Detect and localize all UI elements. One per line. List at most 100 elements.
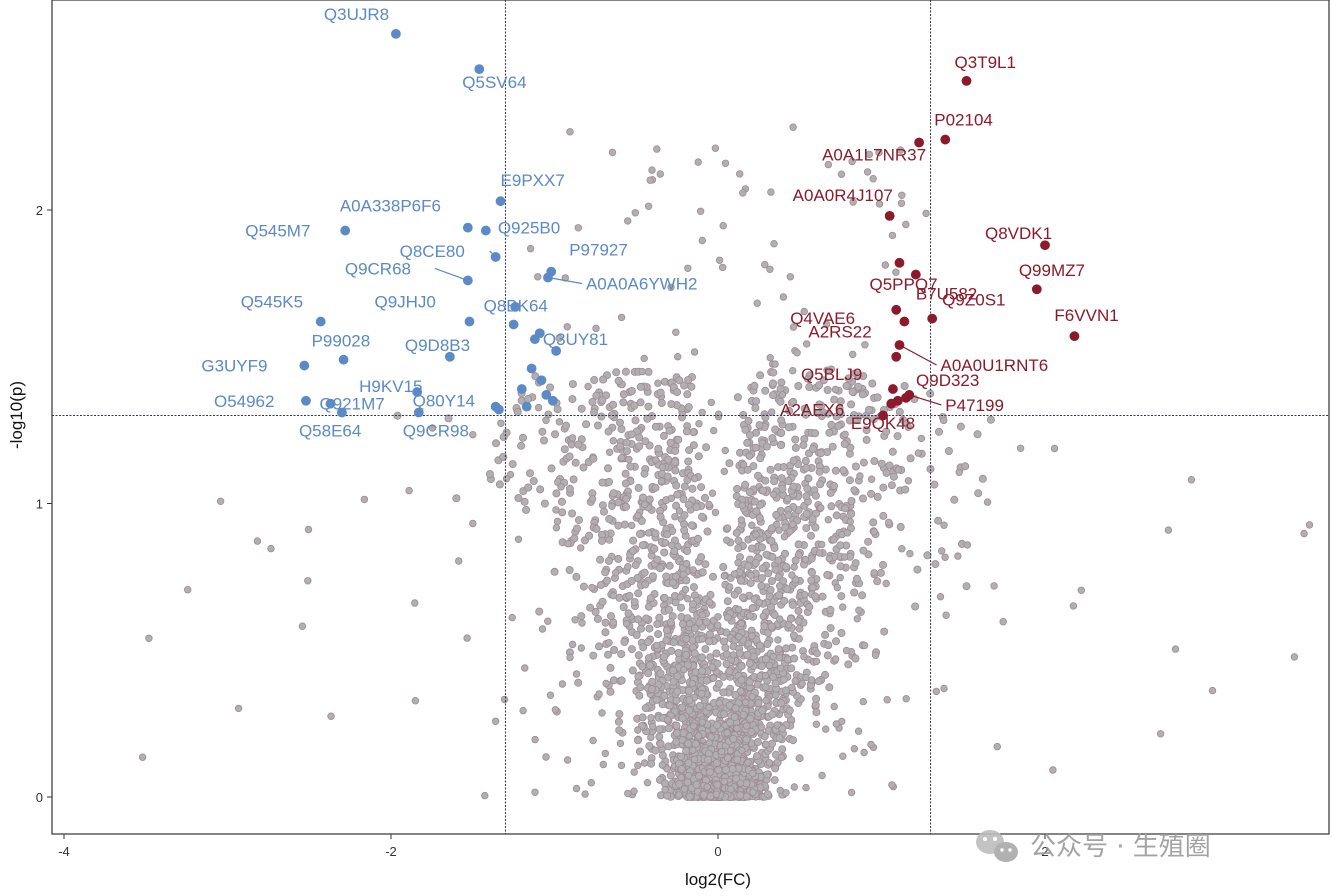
ns-point bbox=[855, 606, 863, 614]
ns-point bbox=[735, 649, 744, 658]
ns-point bbox=[648, 166, 656, 174]
ns-point bbox=[815, 381, 824, 390]
ns-point bbox=[825, 428, 834, 437]
ns-point bbox=[832, 412, 841, 421]
ns-point bbox=[666, 771, 675, 780]
ns-point bbox=[651, 746, 660, 755]
point-label: Q9D323 bbox=[916, 371, 979, 390]
ns-point bbox=[705, 630, 714, 639]
ns-point bbox=[677, 773, 685, 782]
ns-point bbox=[411, 599, 419, 607]
ns-point bbox=[752, 507, 761, 516]
ns-point bbox=[770, 776, 779, 785]
ns-point bbox=[983, 498, 992, 506]
ns-point bbox=[785, 706, 794, 715]
ns-point bbox=[770, 544, 779, 553]
point-label: O54962 bbox=[214, 392, 274, 411]
point-label: Q8BK64 bbox=[484, 296, 548, 315]
ns-point bbox=[561, 274, 569, 282]
ns-point bbox=[737, 676, 746, 685]
ns-point bbox=[595, 690, 603, 698]
point-label: P99028 bbox=[312, 332, 371, 351]
ns-point bbox=[805, 382, 814, 391]
ns-point bbox=[725, 667, 734, 676]
ns-point bbox=[781, 549, 790, 558]
ns-point bbox=[690, 649, 699, 658]
ns-point bbox=[216, 497, 225, 505]
ns-point bbox=[719, 563, 728, 572]
ns-point bbox=[753, 299, 761, 307]
down-point bbox=[508, 319, 519, 330]
ns-point bbox=[873, 492, 882, 501]
ns-point bbox=[788, 600, 797, 609]
ns-point bbox=[773, 721, 781, 729]
ns-point bbox=[795, 754, 804, 763]
ns-point bbox=[634, 651, 643, 660]
ns-point bbox=[603, 576, 612, 585]
up-point bbox=[927, 313, 938, 324]
ns-point bbox=[620, 520, 629, 529]
ns-point bbox=[986, 415, 995, 424]
ns-point bbox=[684, 403, 693, 412]
ns-point bbox=[950, 495, 959, 504]
point-label: B7U582 bbox=[916, 285, 977, 304]
point-label: Q8CE80 bbox=[400, 242, 465, 261]
ns-point bbox=[550, 567, 559, 576]
ns-point bbox=[647, 759, 656, 768]
ns-point bbox=[645, 654, 653, 662]
ns-point bbox=[864, 537, 873, 546]
ns-point bbox=[669, 638, 678, 647]
ns-point bbox=[802, 509, 811, 518]
ns-point bbox=[733, 393, 742, 402]
ns-point bbox=[854, 727, 863, 735]
point-label: H9KV15 bbox=[359, 377, 422, 396]
ns-point bbox=[706, 768, 715, 777]
ns-point bbox=[999, 618, 1007, 626]
ns-point bbox=[881, 261, 889, 269]
down-point bbox=[412, 387, 423, 397]
ns-point bbox=[850, 745, 859, 753]
down-point bbox=[464, 316, 475, 327]
ns-point bbox=[634, 726, 642, 734]
ns-point bbox=[566, 653, 574, 662]
ns-point bbox=[814, 677, 823, 686]
ns-point bbox=[571, 458, 580, 467]
ns-point bbox=[455, 557, 463, 565]
ns-point bbox=[552, 524, 561, 532]
ns-point bbox=[660, 593, 669, 602]
ns-point bbox=[774, 556, 783, 565]
ns-point bbox=[762, 442, 771, 451]
ns-point bbox=[691, 739, 700, 748]
ns-point bbox=[777, 699, 786, 708]
ns-point bbox=[616, 442, 625, 451]
ns-point bbox=[776, 664, 785, 672]
ns-point bbox=[769, 391, 778, 400]
ns-point bbox=[701, 493, 710, 502]
ns-point bbox=[860, 748, 868, 757]
ns-point bbox=[517, 441, 526, 450]
x-tick-label: -4 bbox=[58, 844, 70, 859]
ns-point bbox=[673, 729, 682, 738]
ns-point bbox=[963, 541, 972, 549]
ns-point bbox=[667, 400, 676, 409]
ns-point bbox=[749, 788, 757, 796]
ns-point bbox=[1050, 444, 1059, 453]
ns-point bbox=[862, 435, 871, 444]
ns-point bbox=[826, 624, 835, 633]
ns-point bbox=[598, 396, 607, 405]
ns-point bbox=[936, 593, 945, 601]
ns-point bbox=[786, 527, 794, 535]
ns-point bbox=[745, 659, 754, 668]
ns-point bbox=[803, 340, 811, 348]
ns-point bbox=[664, 455, 673, 464]
point-label: Q3UY81 bbox=[543, 330, 608, 349]
ns-point bbox=[867, 740, 875, 749]
ns-point bbox=[553, 405, 562, 414]
ns-point bbox=[739, 710, 748, 719]
ns-point bbox=[795, 624, 804, 633]
up-point bbox=[899, 316, 910, 327]
ns-point bbox=[887, 481, 896, 490]
ns-point bbox=[705, 500, 713, 509]
ns-point bbox=[737, 576, 746, 585]
ns-point bbox=[621, 469, 630, 478]
